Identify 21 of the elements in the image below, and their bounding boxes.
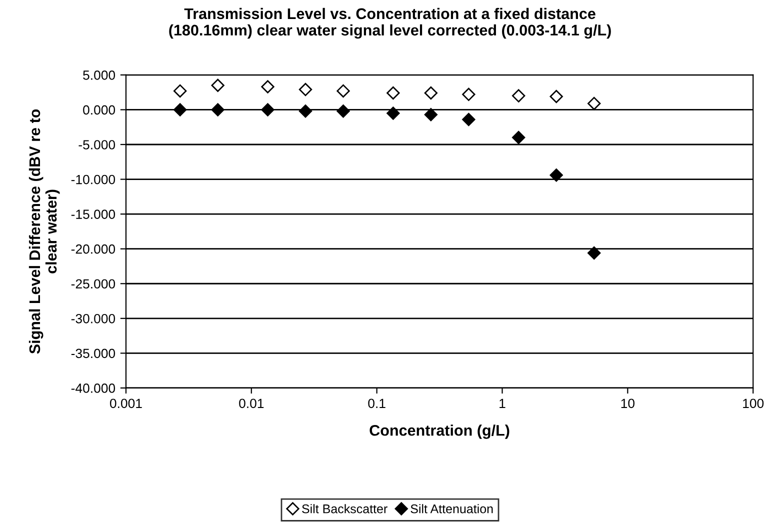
x-tick-label: 0.001 — [110, 398, 142, 408]
y-tick-label: -10.000 — [71, 174, 116, 184]
x-tick-label: 1 — [500, 398, 506, 408]
x-tick-label: 100 — [743, 398, 764, 408]
x-tick-label: 10 — [621, 398, 634, 408]
y-tick-label: 0.000 — [83, 105, 116, 115]
x-axis-title: Concentration (g/L) — [370, 424, 510, 439]
y-tick-label: -35.000 — [71, 348, 116, 358]
x-tick-label: 0.1 — [368, 398, 386, 408]
y-tick-label: -40.000 — [71, 384, 116, 393]
legend-label: Silt Attenuation — [410, 504, 493, 514]
y-tick-label: -15.000 — [71, 210, 116, 219]
y-tick-label: -5.000 — [78, 140, 116, 150]
y-tick-label: -25.000 — [71, 279, 116, 289]
x-tick-label: 0.01 — [239, 398, 264, 408]
y-tick-label: -30.000 — [71, 314, 116, 324]
y-tick-label: 5.000 — [83, 70, 116, 80]
chart-title: Transmission Level vs. Concentration at a fixed distance (180.16mm) clear water signal level corrected (0.003-14.1 g/L) — [169, 8, 611, 39]
y-axis-title: Signal Level Difference (dBV re to clear water) — [28, 109, 60, 354]
y-tick-label: -20.000 — [71, 244, 116, 254]
legend-label: Silt Backscatter — [302, 504, 388, 514]
